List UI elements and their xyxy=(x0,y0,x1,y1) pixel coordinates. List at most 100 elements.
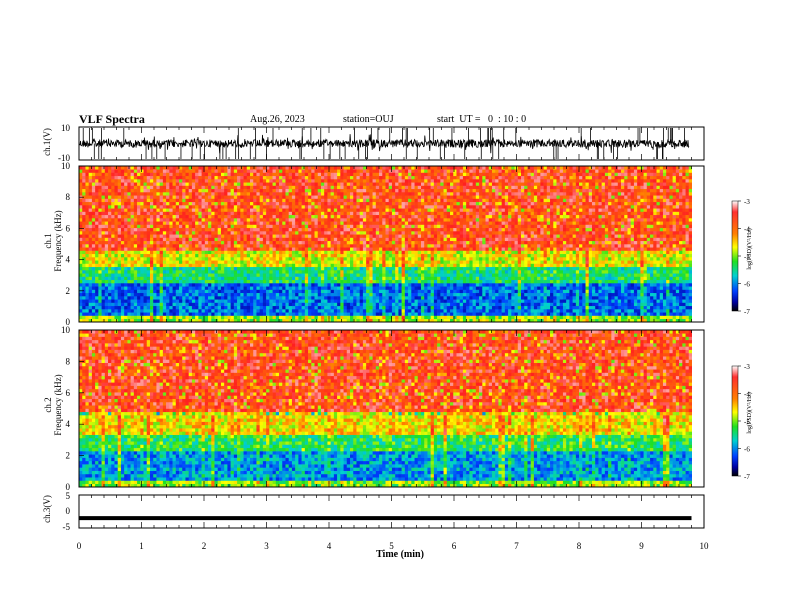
spectrogram-cell xyxy=(149,169,154,173)
spectrogram-cell xyxy=(85,214,89,219)
spectrogram-cell xyxy=(340,318,344,323)
spectrogram-cell xyxy=(143,318,148,323)
spectrogram-cell xyxy=(201,312,206,316)
spectrogram-cell xyxy=(385,205,390,209)
spectrogram-cell xyxy=(246,250,251,255)
spectrogram-cell xyxy=(282,270,286,274)
spectrogram-cell xyxy=(101,296,106,300)
spectrogram-cell xyxy=(301,214,306,219)
spectrogram-cell xyxy=(356,166,360,170)
spectrogram-cell xyxy=(359,273,364,277)
spectrogram-cell xyxy=(362,309,367,313)
spectrogram-cell xyxy=(101,318,106,323)
spectrogram-cell xyxy=(359,302,364,307)
spectrogram-cell xyxy=(279,309,283,313)
spectrogram-cell xyxy=(272,231,277,235)
spectrogram-cell xyxy=(398,263,402,268)
spectrogram-cell xyxy=(385,286,390,290)
spectrogram-cell xyxy=(246,244,251,248)
spectrogram-cell xyxy=(153,179,157,183)
spectrogram-cell xyxy=(291,169,296,173)
spectrogram-cell xyxy=(343,234,348,238)
spectrogram-cell xyxy=(395,179,399,183)
spectrogram-cell xyxy=(301,198,306,203)
spectrogram-cell xyxy=(272,305,277,310)
spectrogram-cell xyxy=(130,237,135,242)
spectrogram-cell xyxy=(237,182,241,186)
spectrogram-cell xyxy=(340,211,344,216)
spectrogram-cell xyxy=(375,266,380,271)
spectrogram-cell xyxy=(185,279,189,284)
spectrogram-cell xyxy=(120,188,125,193)
spectrogram-cell xyxy=(214,227,219,232)
spectrogram-cell xyxy=(91,250,96,255)
spectrogram-cell xyxy=(175,179,180,183)
spectrogram-cell xyxy=(124,214,128,219)
spectrogram-cell xyxy=(246,237,251,242)
spectrogram-cell xyxy=(108,237,112,242)
spectrogram-cell xyxy=(298,299,302,303)
spectrogram-cell xyxy=(149,279,154,284)
spectrogram-cell xyxy=(169,305,173,310)
spectrogram-cell xyxy=(127,205,131,209)
spectrogram-cell xyxy=(359,260,364,264)
spectrogram-cell xyxy=(162,224,167,229)
spectrogram-cell xyxy=(333,270,338,274)
spectrogram-cell xyxy=(91,279,96,284)
spectrogram-cell xyxy=(362,214,367,219)
spectrogram-cell xyxy=(395,169,399,173)
spectrogram-cell xyxy=(366,179,370,183)
spectrogram-cell xyxy=(320,221,325,225)
spectrogram-cell xyxy=(285,205,290,209)
spectrogram-cell xyxy=(137,240,141,245)
spectrogram-cell xyxy=(291,286,296,290)
spectrogram-cell xyxy=(279,292,283,297)
spectrogram-cell xyxy=(188,292,193,297)
spectrogram-cell xyxy=(256,299,260,303)
spectrogram-cell xyxy=(130,263,135,268)
spectrogram-cell xyxy=(317,195,322,199)
spectrogram-cell xyxy=(356,305,360,310)
spectrogram-cell xyxy=(140,182,144,186)
spectrogram-cell xyxy=(185,253,189,258)
spectrogram-cell xyxy=(382,214,386,219)
spectrogram-cell xyxy=(266,286,270,290)
spectrogram-cell xyxy=(266,263,270,268)
spectrogram-cell xyxy=(82,201,86,206)
spectrogram-cell xyxy=(395,227,399,232)
spectrogram-cell xyxy=(233,266,238,271)
spectrogram-cell xyxy=(249,218,254,222)
spectrogram-cell xyxy=(127,214,131,219)
spectrogram-cell xyxy=(372,231,377,235)
spectrogram-cell xyxy=(308,276,312,281)
spectrogram-cell xyxy=(350,312,354,316)
spectrogram-cell xyxy=(379,188,383,193)
spectrogram-cell xyxy=(320,185,325,190)
spectrogram-cell xyxy=(162,279,167,284)
spectrogram-cell xyxy=(114,224,119,229)
spectrogram-cell xyxy=(117,257,122,261)
spectrogram-cell xyxy=(143,289,148,294)
spectrogram-cell xyxy=(195,250,199,255)
spectrogram-cell xyxy=(124,289,128,294)
spectrogram-cell xyxy=(204,318,209,323)
spectrogram-cell xyxy=(149,250,154,255)
spectrogram-cell xyxy=(153,224,157,229)
spectrogram-cell xyxy=(182,227,186,232)
spectrogram-cell xyxy=(98,250,102,255)
spectrogram-cell xyxy=(317,224,322,229)
spectrogram-cell xyxy=(340,292,344,297)
spectrogram-cell xyxy=(388,302,393,307)
spectrogram-cell xyxy=(282,227,286,232)
spectrogram-cell xyxy=(198,250,202,255)
spectrogram-cell xyxy=(301,253,306,258)
spectrogram-cell xyxy=(249,227,254,232)
spectrogram-cell xyxy=(362,299,367,303)
spectrogram-cell xyxy=(282,179,286,183)
spectrogram-cell xyxy=(253,234,257,238)
spectrogram-cell xyxy=(295,244,299,248)
spectrogram-cell xyxy=(375,247,380,251)
spectrogram-cell xyxy=(85,315,89,320)
spectrogram-cell xyxy=(343,247,348,251)
spectrogram-cell xyxy=(266,247,270,251)
